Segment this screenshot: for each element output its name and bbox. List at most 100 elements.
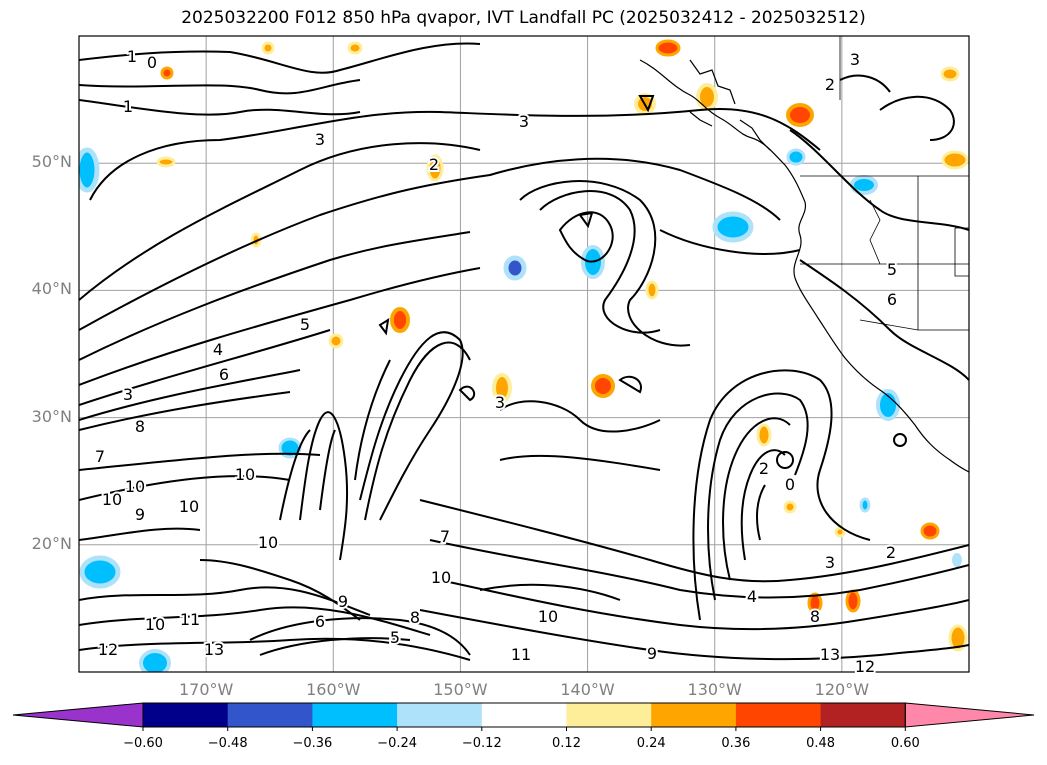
colorbar-tick-label: −0.36	[292, 736, 333, 751]
colorbar-segment	[820, 703, 906, 727]
qvapor-patch	[328, 333, 344, 349]
contour-label: 10	[431, 568, 451, 587]
contour-label: 3	[519, 112, 529, 131]
contour-label: 10	[102, 490, 122, 509]
contour-label: 11	[511, 645, 531, 664]
qvapor-patch	[786, 148, 806, 166]
coastlines	[639, 59, 969, 473]
colorbar-segment	[481, 703, 567, 727]
qvapor-patch	[850, 175, 878, 195]
colorbar-extend-low	[12, 702, 144, 728]
lon-label: 130°W	[687, 680, 742, 699]
contour-label: 4	[213, 340, 223, 359]
qvapor-patch	[79, 147, 100, 193]
contour-label: 9	[135, 505, 145, 524]
contour-label: 6	[315, 612, 325, 631]
map-frame	[78, 35, 970, 673]
colorbar-tick-label: 0.48	[806, 736, 836, 751]
qvapor-patch	[859, 497, 871, 513]
colorbar-segment	[651, 703, 737, 727]
contour-label: 5	[390, 628, 400, 647]
contour-label: 2	[886, 543, 896, 562]
contour-label: 5	[300, 315, 310, 334]
qvapor-patch	[492, 373, 512, 403]
contour-label: 7	[440, 527, 450, 546]
contour-label: 1	[123, 97, 133, 116]
contour-label: 2	[759, 459, 769, 478]
qvapor-patch	[941, 150, 969, 170]
lon-label: 170°W	[178, 680, 234, 699]
qvapor-patch	[948, 624, 968, 652]
contour-label: 6	[219, 365, 229, 384]
colorbar-extend-high	[904, 702, 1035, 728]
qvapor-patch	[783, 500, 797, 514]
lon-label: 140°W	[560, 680, 615, 699]
contour-label: 11	[180, 610, 200, 629]
gridlines	[79, 36, 969, 672]
lat-label: 20°N	[31, 533, 72, 553]
contour-label: 6	[887, 290, 897, 309]
contour-label: 8	[135, 417, 145, 436]
colorbar-tick-label: 0.36	[721, 736, 751, 751]
contour-label: 3	[825, 553, 835, 572]
qvapor-patch	[347, 41, 363, 55]
qvapor-patch	[156, 156, 176, 168]
colorbar	[12, 702, 1035, 731]
qvapor-patch	[786, 103, 814, 127]
map-background	[79, 36, 969, 672]
colorbar-segment	[143, 703, 229, 727]
qvapor-patch	[645, 280, 659, 300]
colorbar-segment	[397, 703, 483, 727]
contour-label: 8	[410, 608, 420, 627]
qvapor-patch	[834, 526, 846, 538]
ivt-contours	[79, 42, 969, 661]
contour-label: 3	[315, 130, 325, 149]
contour-label: 10	[145, 615, 165, 634]
qvapor-patch	[940, 66, 960, 82]
qvapor-patch	[139, 649, 171, 672]
qvapor-patch	[876, 389, 900, 421]
contour-label: 10	[125, 477, 145, 496]
contour-label: 9	[647, 644, 657, 663]
colorbar-tick-label: −0.48	[207, 736, 248, 751]
colorbar-tick-label: 0.12	[552, 736, 581, 751]
contour-label: 4	[747, 586, 757, 605]
contour-label: 11	[510, 645, 530, 664]
contour-label: 13	[204, 640, 224, 659]
qvapor-patch	[807, 592, 823, 614]
qvapor-patch	[390, 307, 410, 333]
colorbar-tick-label: −0.60	[123, 736, 163, 751]
colorbar-tick-label: −0.12	[461, 736, 502, 751]
colorbar-tick-label: 0.60	[890, 736, 920, 751]
contour-label: 13	[820, 645, 840, 664]
colorbar-segment	[312, 703, 398, 727]
qvapor-patch	[79, 555, 121, 589]
qvapor-patch	[952, 553, 962, 567]
qvapor-patch	[426, 154, 444, 182]
qvapor-patch	[845, 589, 861, 613]
contour-label: 1	[127, 47, 137, 66]
colorbar-segment	[227, 703, 313, 727]
lon-label: 150°W	[433, 680, 488, 699]
contour-label: 5	[887, 260, 897, 279]
qvapor-patch	[920, 522, 940, 540]
qvapor-patch	[756, 423, 772, 447]
contour-label: 8	[810, 607, 820, 626]
contour-label: 10	[235, 465, 255, 484]
contour-label: 12	[98, 640, 118, 659]
qvapor-patch	[655, 39, 681, 57]
colorbar-segment	[735, 703, 822, 727]
colorbar-tick-label: −0.24	[377, 736, 418, 751]
contour-label: 4	[747, 587, 757, 606]
qvapor-patch	[712, 211, 754, 243]
qvapor-patch	[696, 83, 718, 111]
contour-label: 0	[785, 475, 795, 494]
contour-label: 2	[429, 155, 439, 174]
lat-label: 50°N	[31, 152, 72, 172]
lat-label: 40°N	[31, 279, 72, 299]
contour-label: 2	[825, 75, 835, 94]
contour-label: 10	[538, 607, 558, 626]
contour-label: 12	[855, 657, 875, 676]
colorbar-frame	[142, 702, 906, 728]
